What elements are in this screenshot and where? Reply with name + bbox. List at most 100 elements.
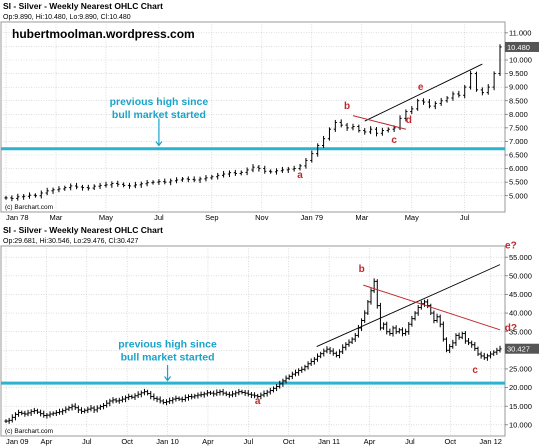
ohlc-bar bbox=[120, 396, 125, 403]
ohlc-bar bbox=[404, 328, 408, 336]
ohlc-bar bbox=[230, 390, 235, 398]
ohlc-bar bbox=[441, 321, 445, 342]
ohlc-bar bbox=[163, 178, 167, 185]
ohlc-bar bbox=[86, 406, 90, 414]
ohlc-bar bbox=[83, 408, 87, 414]
annotation-line-2: bull market started bbox=[121, 351, 215, 363]
ohlc-bar bbox=[224, 391, 228, 397]
ohlc-bar bbox=[366, 299, 370, 315]
x-tick-label: Apr bbox=[41, 437, 53, 446]
ohlc-bar bbox=[262, 390, 266, 398]
ohlc-bar bbox=[155, 396, 159, 403]
plot-frame bbox=[0, 245, 506, 437]
wave-label: c bbox=[472, 365, 478, 376]
ohlc-bar bbox=[271, 386, 276, 393]
wave-labels: a b cd e bbox=[297, 82, 424, 181]
ohlc-bar bbox=[268, 387, 272, 395]
ohlc-bar bbox=[363, 128, 367, 135]
ohlc-bar bbox=[333, 119, 337, 132]
ohlc-bar bbox=[13, 412, 18, 421]
y-tick-label: 10.000 bbox=[509, 420, 532, 429]
ohlc-bar bbox=[486, 84, 490, 95]
ohlc-bar bbox=[286, 166, 290, 173]
x-tick-label: Jul bbox=[154, 213, 164, 222]
ohlc-bar bbox=[435, 313, 439, 323]
ohlc-bar bbox=[45, 412, 49, 419]
ohlc-bar bbox=[180, 396, 184, 403]
ohlc-bar bbox=[183, 394, 187, 402]
ohlc-bar bbox=[139, 390, 143, 398]
ohlc-bar bbox=[202, 391, 206, 398]
ohlc-bar bbox=[190, 393, 194, 400]
annotation: previous high since bull market started bbox=[110, 96, 208, 147]
ohlc-bar bbox=[498, 345, 502, 353]
ohlc-bar bbox=[463, 84, 467, 99]
ohlc-bar bbox=[117, 397, 121, 404]
ohlc-bar bbox=[218, 389, 222, 396]
source-footer: (c) Barchart.com bbox=[5, 204, 53, 211]
x-tick-label: Jul bbox=[244, 437, 254, 446]
ohlc-bar bbox=[205, 390, 209, 397]
ohlc-bar bbox=[278, 380, 282, 389]
ohlc-bar bbox=[290, 371, 294, 380]
annotation-arrow bbox=[155, 118, 163, 147]
ohlc-bar bbox=[451, 91, 455, 101]
wave-label: c bbox=[391, 135, 397, 146]
ohlc-bar bbox=[151, 180, 155, 185]
x-tick-label: Jan 12 bbox=[479, 437, 502, 446]
annotation-line-1: previous high since bbox=[118, 338, 217, 350]
x-tick-label: Jan 09 bbox=[6, 437, 29, 446]
ohlc-bar bbox=[145, 389, 150, 396]
ohlc-header: Op:9.890, Hi:10.480, Lo:9.890, Cl:10.480 bbox=[3, 14, 131, 21]
ohlc-bar bbox=[76, 405, 80, 413]
ohlc-bar bbox=[259, 392, 263, 400]
ohlc-bar bbox=[470, 340, 474, 348]
ohlc-bar bbox=[287, 374, 291, 381]
ohlc-bar bbox=[227, 391, 232, 398]
downtrend-line bbox=[363, 284, 501, 331]
last-price-rect bbox=[505, 343, 539, 354]
ohlc-bar bbox=[23, 410, 27, 417]
ohlc-bar bbox=[104, 181, 108, 188]
chart-panel-1978: SI - Silver - Weekly Nearest OHLC Chart … bbox=[0, 1, 539, 222]
ohlc-bar bbox=[63, 185, 67, 191]
chart-title: SI - Silver - Weekly Nearest OHLC Chart bbox=[3, 225, 163, 235]
ohlc-bar bbox=[460, 331, 464, 340]
y-tick-label: 20.000 bbox=[509, 383, 532, 392]
ohlc-bar bbox=[312, 357, 316, 365]
ohlc-bar bbox=[416, 305, 420, 316]
ohlc-bar bbox=[26, 409, 30, 417]
ohlc-bar bbox=[304, 157, 308, 169]
ohlc-bar bbox=[265, 389, 269, 397]
x-tick-label: Jul bbox=[405, 437, 415, 446]
last-price-box: 30.427 bbox=[505, 343, 539, 354]
ohlc-bar bbox=[378, 302, 383, 331]
ohlc-bar bbox=[444, 337, 449, 353]
ohlc-bar bbox=[251, 164, 255, 173]
ohlc-bar bbox=[353, 332, 357, 342]
ohlc-bar bbox=[237, 388, 241, 396]
x-tick-label: Mar bbox=[50, 213, 63, 222]
ohlc-bar bbox=[105, 400, 109, 408]
x-tick-label: Sep bbox=[205, 213, 218, 222]
y-tick-label: 8.000 bbox=[509, 110, 528, 119]
ohlc-bar bbox=[51, 187, 55, 194]
ohlc-bar bbox=[157, 179, 161, 185]
ohlc-bar bbox=[74, 182, 79, 190]
ohlc-bar bbox=[386, 127, 390, 133]
ohlc-bar bbox=[142, 388, 147, 396]
ohlc-bar bbox=[351, 123, 355, 131]
ohlc-bar bbox=[451, 339, 455, 349]
ohlc-bar bbox=[492, 350, 496, 356]
ohlc-bar bbox=[300, 366, 304, 373]
ohlc-bar bbox=[246, 390, 250, 397]
y-tick-label: 15.000 bbox=[509, 402, 532, 411]
y-tick-label: 35.000 bbox=[509, 327, 532, 336]
ohlc-bar bbox=[10, 195, 14, 202]
ohlc-bar bbox=[433, 101, 437, 110]
y-tick-label: 6.000 bbox=[509, 164, 528, 173]
y-tick-label: 6.500 bbox=[509, 151, 528, 160]
price-bars bbox=[4, 44, 502, 202]
wave-label: a bbox=[297, 170, 303, 181]
ohlc-bar bbox=[438, 314, 442, 328]
